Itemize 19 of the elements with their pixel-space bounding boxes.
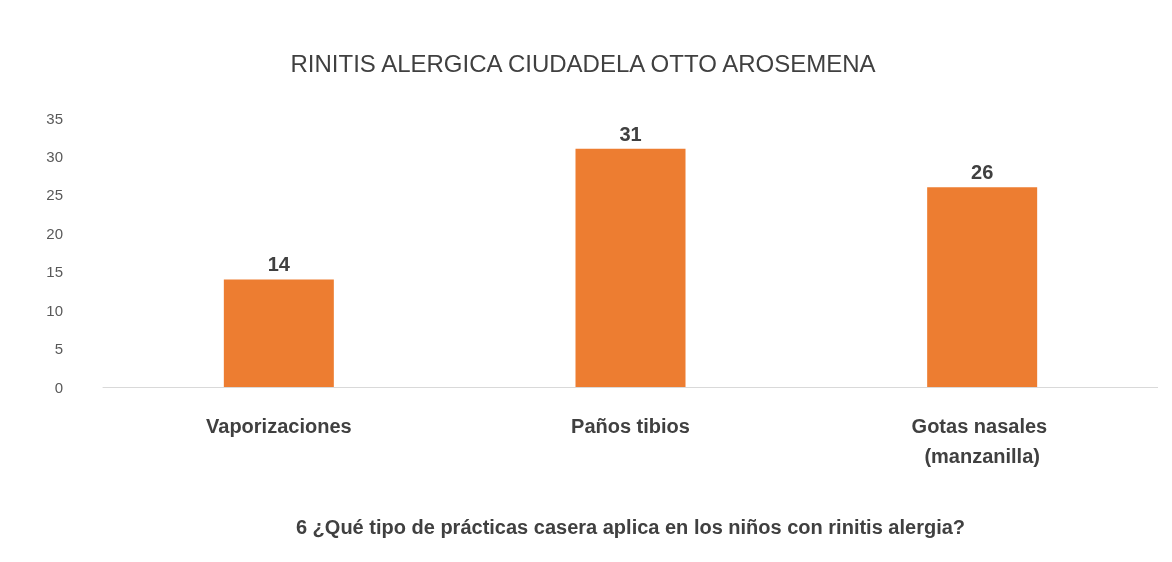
- y-tick-label: 10: [46, 301, 63, 319]
- y-tick-label: 5: [54, 340, 63, 358]
- chart-title: RINITIS ALERGICA CIUDADELA OTTO AROSEMENA: [290, 49, 876, 77]
- bar: [927, 187, 1038, 387]
- x-axis-title: 6 ¿Qué tipo de prácticas casera aplica en los niños con rinitis alergia?: [295, 516, 966, 538]
- y-tick-label: 20: [46, 224, 63, 242]
- y-tick-label: 15: [46, 263, 63, 281]
- x-tick-label: Vaporizaciones: [206, 415, 352, 437]
- x-tick-label: Gotas nasales (manzanilla): [911, 415, 1053, 467]
- bar: [575, 148, 686, 387]
- data-label: 31: [619, 122, 642, 145]
- y-tick-label: 35: [46, 109, 63, 127]
- y-tick-label: 30: [46, 147, 63, 165]
- data-label: 26: [971, 161, 994, 184]
- y-tick-label: 25: [46, 186, 63, 204]
- bar: [223, 279, 334, 387]
- x-tick-label: Paños tibios: [571, 415, 690, 437]
- y-tick-label: 0: [54, 378, 63, 396]
- data-label: 14: [267, 253, 291, 276]
